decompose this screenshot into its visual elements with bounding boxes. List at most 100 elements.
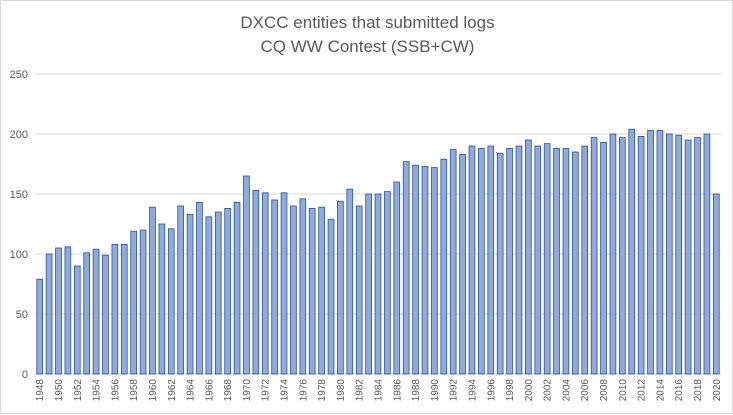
bar-2009 xyxy=(609,133,617,375)
bar-1956 xyxy=(111,243,119,375)
x-tick-label: 1998 xyxy=(505,379,516,402)
bar-2016 xyxy=(675,134,683,375)
bar-1949 xyxy=(45,253,53,375)
y-tick-label: 250 xyxy=(10,69,28,81)
bar-2007 xyxy=(590,137,598,375)
y-tick-label: 200 xyxy=(10,129,28,141)
x-tick-label: 1956 xyxy=(110,379,121,402)
bar-2008 xyxy=(600,141,607,375)
bar-2003 xyxy=(553,147,560,375)
bar-1964 xyxy=(186,213,194,375)
bar-1965 xyxy=(196,201,203,375)
x-tick-label: 2012 xyxy=(637,379,648,402)
bar-2011 xyxy=(628,128,636,375)
x-tick-label: 2004 xyxy=(561,379,572,402)
bar-1961 xyxy=(158,223,166,375)
bar-1952 xyxy=(73,265,81,375)
bar-1980 xyxy=(337,200,344,375)
bar-1991 xyxy=(440,158,448,375)
bar-1968 xyxy=(224,207,231,375)
bar-2006 xyxy=(581,145,589,375)
bar-2020 xyxy=(712,193,720,375)
bar-2019 xyxy=(703,133,711,375)
x-tick-label: 1948 xyxy=(35,379,46,402)
x-tick-label: 1978 xyxy=(317,379,328,402)
x-tick-label: 1996 xyxy=(486,379,497,402)
x-tick-label: 2000 xyxy=(524,379,535,402)
x-tick-label: 1984 xyxy=(374,379,385,402)
bar-2017 xyxy=(684,139,692,375)
x-tick-label: 2002 xyxy=(543,379,554,402)
x-tick-label: 2008 xyxy=(599,379,610,402)
bar-2002 xyxy=(543,143,551,375)
x-tick-label: 1992 xyxy=(449,379,460,402)
x-tick-label: 1976 xyxy=(298,379,309,402)
bar-1986 xyxy=(393,181,401,375)
bar-1990 xyxy=(431,167,438,375)
x-tick-label: 1974 xyxy=(280,379,291,402)
bar-1976 xyxy=(299,198,307,375)
bar-2014 xyxy=(656,129,664,375)
x-tick-label: 1972 xyxy=(261,379,272,402)
x-tick-label: 1970 xyxy=(242,379,253,402)
x-tick-label: 1986 xyxy=(392,379,403,402)
x-tick-label: 1966 xyxy=(204,379,215,402)
bar-1971 xyxy=(252,189,260,375)
x-tick-label: 2016 xyxy=(674,379,685,402)
bar-1972 xyxy=(261,192,269,375)
y-tick-label: 0 xyxy=(22,369,28,381)
bar-2004 xyxy=(562,147,570,375)
x-tick-label: 2006 xyxy=(580,379,591,402)
bar-1997 xyxy=(496,152,504,375)
x-tick-label: 1964 xyxy=(186,379,197,402)
bar-1960 xyxy=(149,206,156,375)
bar-1958 xyxy=(130,230,137,375)
chart-title-line-1: DXCC entities that submitted logs xyxy=(240,13,495,32)
bar-1992 xyxy=(449,149,457,375)
bar-1998 xyxy=(506,147,513,375)
bar-1982 xyxy=(355,205,363,375)
bar-1987 xyxy=(402,161,410,375)
bar-1994 xyxy=(468,145,476,375)
bar-1981 xyxy=(346,188,354,375)
x-tick-label: 1982 xyxy=(355,379,366,402)
x-tick-label: 1960 xyxy=(148,379,159,402)
bar-1955 xyxy=(102,254,109,375)
x-tick-label: 1990 xyxy=(430,379,441,402)
chart-title-line-2: CQ WW Contest (SSB+CW) xyxy=(260,37,475,56)
bar-1963 xyxy=(177,205,184,375)
bar-1962 xyxy=(167,228,175,375)
bar-1975 xyxy=(290,205,297,375)
y-tick-label: 50 xyxy=(16,309,28,321)
bar-2013 xyxy=(647,129,654,375)
x-tick-label: 1962 xyxy=(167,379,178,402)
bar-1954 xyxy=(92,248,100,375)
bar-1970 xyxy=(243,175,250,375)
x-tick-label: 1950 xyxy=(54,379,65,402)
bar-1996 xyxy=(487,145,495,375)
x-tick-label: 2010 xyxy=(618,379,629,402)
y-tick-label: 100 xyxy=(10,249,28,261)
bar-1993 xyxy=(459,153,466,375)
x-tick-label: 1952 xyxy=(73,379,84,402)
x-tick-label: 2020 xyxy=(712,379,723,402)
x-tick-label: 1968 xyxy=(223,379,234,402)
y-tick-label: 150 xyxy=(10,189,28,201)
bar-1948 xyxy=(36,278,44,375)
x-tick-label: 1980 xyxy=(336,379,347,402)
x-tick-label: 1954 xyxy=(92,379,103,402)
bar-1951 xyxy=(64,246,72,375)
x-tick-label: 1994 xyxy=(467,379,478,402)
bar-1978 xyxy=(318,206,325,375)
bar-2018 xyxy=(694,137,701,375)
bar-1979 xyxy=(327,218,335,375)
bar-2001 xyxy=(534,145,542,375)
bar-1989 xyxy=(421,165,429,375)
bar-1966 xyxy=(205,216,213,375)
bar-1959 xyxy=(139,229,147,375)
bar-1957 xyxy=(120,243,128,375)
x-tick-label: 1958 xyxy=(129,379,140,402)
bar-2012 xyxy=(637,135,645,375)
